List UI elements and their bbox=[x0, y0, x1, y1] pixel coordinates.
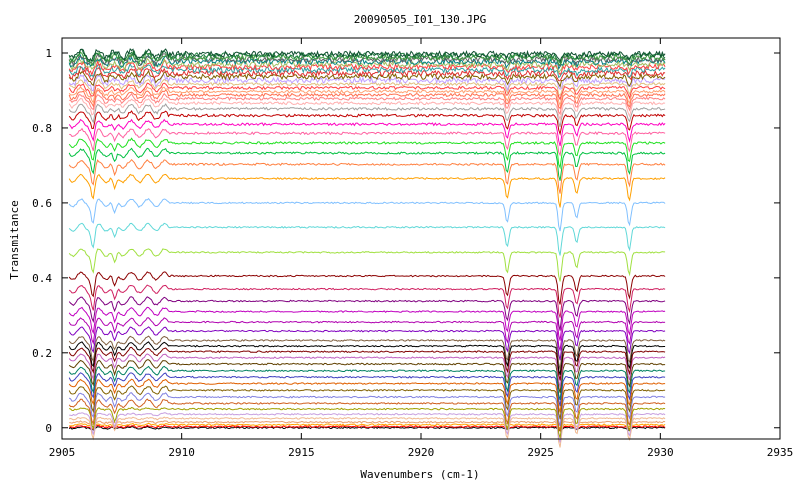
spectrum-series-line bbox=[68, 103, 666, 128]
spectrum-series-line bbox=[69, 48, 666, 63]
spectrum-series-line bbox=[68, 197, 666, 232]
y-tick-label: 0.2 bbox=[32, 347, 52, 360]
spectrum-series-line bbox=[69, 406, 666, 439]
x-tick-label: 2905 bbox=[49, 446, 76, 459]
ticks-layer: 2905 2910 2915 2920 2925 2930 2935 0 0.2 0.4 0.6 0.… bbox=[32, 38, 793, 459]
spectrum-series-line bbox=[68, 398, 666, 432]
spectrum-series-line bbox=[68, 385, 666, 420]
x-tick-label: 2910 bbox=[168, 446, 195, 459]
y-tick-label: 0 bbox=[45, 422, 52, 435]
spectrum-series-line bbox=[68, 353, 666, 388]
spectrum-series-line bbox=[68, 335, 666, 370]
spectrum-series-line bbox=[68, 158, 666, 194]
x-tick-label: 2915 bbox=[288, 446, 315, 459]
y-axis-label: Transmitance bbox=[8, 200, 21, 279]
spectrum-series-line bbox=[68, 147, 666, 181]
spectrum-series-line bbox=[68, 372, 666, 407]
spectrum-series-line bbox=[68, 89, 666, 110]
spectrum-series-line bbox=[68, 392, 666, 427]
spectrum-series-line bbox=[69, 127, 666, 157]
spectrum-series-line bbox=[69, 420, 666, 427]
x-tick-label: 2920 bbox=[408, 446, 435, 459]
x-tick-label: 2925 bbox=[527, 446, 554, 459]
y-tick-label: 0.8 bbox=[32, 122, 52, 135]
spectrum-series-line bbox=[68, 317, 666, 351]
spectrum-series-line bbox=[68, 82, 666, 101]
y-tick-label: 1 bbox=[45, 47, 52, 60]
x-axis-label: Wavenumbers (cm-1) bbox=[360, 468, 479, 480]
spectrum-series-line bbox=[68, 271, 666, 305]
spectrum-series-line bbox=[68, 85, 666, 107]
spectrum-series-line bbox=[69, 424, 666, 431]
spectrum-series-line bbox=[68, 248, 666, 282]
spectrum-series-line bbox=[68, 365, 666, 401]
spectrum-series-line bbox=[68, 296, 666, 331]
spectrum-series-line bbox=[68, 341, 666, 375]
spectrum-series-line bbox=[69, 416, 666, 448]
spectrum-series-line bbox=[68, 137, 666, 170]
spectrum-series-line bbox=[68, 359, 666, 393]
spectrum-series-line bbox=[68, 97, 666, 121]
spectrum-series-line bbox=[68, 110, 666, 136]
spectrum-series-line bbox=[68, 59, 666, 77]
spectrum-series-line bbox=[68, 284, 666, 318]
spectrum-series-line bbox=[68, 222, 666, 256]
spectrum-series-line bbox=[68, 118, 666, 147]
spectrum-series-line bbox=[68, 173, 666, 208]
spectrum-series-line bbox=[68, 346, 666, 381]
spectrum-series-line bbox=[69, 422, 666, 429]
spectrum-series-line bbox=[69, 412, 666, 443]
spectrum-series-line bbox=[68, 66, 666, 82]
y-tick-label: 0.6 bbox=[32, 197, 52, 210]
spectrum-series-line bbox=[68, 78, 666, 97]
spectrum-series-line bbox=[68, 326, 666, 361]
spectrum-series-line bbox=[68, 306, 666, 341]
spectrum-series-line bbox=[68, 74, 666, 92]
chart-title: 20090505_I01_130.JPG bbox=[354, 13, 486, 26]
y-tick-label: 0.4 bbox=[32, 272, 52, 285]
x-tick-label: 2935 bbox=[767, 446, 794, 459]
x-tick-label: 2930 bbox=[647, 446, 674, 459]
spectrum-series-line bbox=[68, 425, 666, 432]
spectrum-series-line bbox=[69, 92, 666, 116]
series-layer bbox=[68, 48, 666, 448]
spectrum-series-line bbox=[68, 378, 666, 413]
